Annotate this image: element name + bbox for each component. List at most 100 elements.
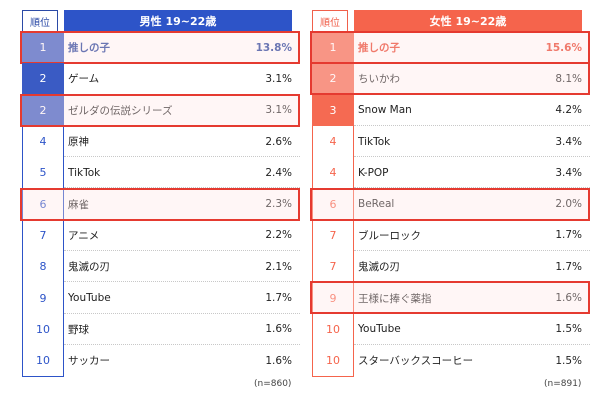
item-percentage: 2.1% bbox=[265, 260, 292, 273]
sample-size-note: (n=891) bbox=[544, 379, 582, 389]
row-divider bbox=[64, 250, 300, 252]
rank-number: 4 bbox=[329, 135, 337, 149]
table-row: 1 推しの子 13.8% bbox=[22, 32, 300, 64]
table-row: 10 野球 1.6% bbox=[22, 314, 300, 345]
table-row: 1 推しの子 15.6% bbox=[312, 32, 590, 64]
female-ranking-panel: 順位 女性 19~22歳 1 推しの子 15.6% 2 ちいかわ 8.1% 3 Snow Ma… bbox=[310, 10, 590, 390]
item-name: サッカー bbox=[68, 355, 110, 368]
sample-size-note: (n=860) bbox=[254, 379, 292, 389]
item-percentage: 2.2% bbox=[265, 229, 292, 242]
table-row: 10 スターバックスコーヒー 1.5% bbox=[312, 345, 590, 376]
rank-number: 10 bbox=[326, 322, 340, 336]
item-name: ブルーロック bbox=[358, 229, 421, 242]
rank-number: 10 bbox=[326, 354, 340, 368]
item-percentage: 1.7% bbox=[265, 292, 292, 305]
row-divider bbox=[354, 156, 590, 158]
item-percentage: 1.6% bbox=[555, 292, 582, 305]
row-divider bbox=[354, 124, 590, 126]
panel-title: 男性 19~22歳 bbox=[64, 10, 292, 32]
item-name: ゼルダの伝説シリーズ bbox=[68, 104, 173, 117]
item-percentage: 4.2% bbox=[555, 104, 582, 117]
item-percentage: 1.6% bbox=[265, 323, 292, 336]
item-percentage: 3.4% bbox=[555, 166, 582, 179]
table-row: 10 サッカー 1.6% bbox=[22, 345, 300, 376]
rank-number: 2 bbox=[312, 63, 354, 95]
item-percentage: 3.4% bbox=[555, 135, 582, 148]
item-name: 野球 bbox=[68, 323, 89, 336]
item-name: ゲーム bbox=[68, 73, 100, 86]
item-name: TikTok bbox=[68, 166, 101, 179]
row-divider bbox=[64, 343, 300, 345]
rank-number: 1 bbox=[312, 32, 354, 64]
item-name: アニメ bbox=[68, 229, 100, 242]
rank-number: 10 bbox=[36, 322, 50, 336]
item-name: TikTok bbox=[358, 135, 391, 148]
table-row: 2 ちいかわ 8.1% bbox=[312, 63, 590, 95]
item-name: YouTube bbox=[68, 292, 111, 305]
item-percentage: 2.0% bbox=[555, 198, 582, 211]
table-row: 7 アニメ 2.2% bbox=[22, 220, 300, 252]
rank-number: 4 bbox=[329, 166, 337, 180]
item-name: 鬼滅の刃 bbox=[358, 261, 400, 274]
table-row: 4 K-POP 3.4% bbox=[312, 157, 590, 189]
item-percentage: 13.8% bbox=[255, 41, 292, 54]
rank-number: 1 bbox=[22, 32, 64, 64]
item-name: 推しの子 bbox=[68, 42, 110, 55]
item-name: ちいかわ bbox=[358, 73, 400, 86]
rank-number: 7 bbox=[329, 228, 337, 242]
item-percentage: 1.5% bbox=[555, 354, 582, 367]
item-name: 原神 bbox=[68, 136, 89, 149]
table-row: 7 ブルーロック 1.7% bbox=[312, 220, 590, 252]
rank-number: 2 bbox=[22, 63, 64, 95]
rank-number: 8 bbox=[39, 260, 47, 274]
table-row: 2 ゲーム 3.1% bbox=[22, 63, 300, 95]
table-row: 9 王様に捧ぐ薬指 1.6% bbox=[312, 282, 590, 314]
item-percentage: 1.5% bbox=[555, 323, 582, 336]
row-divider bbox=[64, 156, 300, 158]
table-row: 5 TikTok 2.4% bbox=[22, 157, 300, 189]
item-name: 推しの子 bbox=[358, 42, 400, 55]
item-name: BeReal bbox=[358, 198, 395, 211]
item-percentage: 1.7% bbox=[555, 260, 582, 273]
rank-number: 6 bbox=[39, 197, 47, 211]
row-divider bbox=[64, 312, 300, 314]
rank-number: 10 bbox=[36, 354, 50, 368]
item-name: スターバックスコーヒー bbox=[358, 355, 474, 368]
item-name: K-POP bbox=[358, 166, 389, 179]
row-divider bbox=[354, 343, 590, 345]
item-percentage: 2.4% bbox=[265, 166, 292, 179]
item-name: 麻雀 bbox=[68, 198, 89, 211]
item-percentage: 2.3% bbox=[265, 198, 292, 211]
table-row: 4 原神 2.6% bbox=[22, 126, 300, 158]
table-row: 8 鬼滅の刃 2.1% bbox=[22, 251, 300, 283]
rank-number: 7 bbox=[329, 260, 337, 274]
item-name: 鬼滅の刃 bbox=[68, 261, 110, 274]
table-row: 9 YouTube 1.7% bbox=[22, 282, 300, 314]
row-divider bbox=[64, 281, 300, 283]
item-name: 王様に捧ぐ薬指 bbox=[358, 292, 432, 305]
rank-header: 順位 bbox=[312, 10, 348, 32]
rank-number: 5 bbox=[39, 166, 47, 180]
table-row: 4 TikTok 3.4% bbox=[312, 126, 590, 158]
item-percentage: 1.7% bbox=[555, 229, 582, 242]
rank-number: 7 bbox=[39, 228, 47, 242]
rank-number: 9 bbox=[329, 291, 337, 305]
rank-number: 4 bbox=[39, 135, 47, 149]
item-percentage: 3.1% bbox=[265, 72, 292, 85]
item-percentage: 15.6% bbox=[545, 41, 582, 54]
male-ranking-panel: 順位 男性 19~22歳 1 推しの子 13.8% 2 ゲーム 3.1% 2 ゼルダの伝説シリ… bbox=[20, 10, 300, 390]
table-row: 3 Snow Man 4.2% bbox=[312, 94, 590, 126]
rank-number: 3 bbox=[312, 94, 354, 126]
item-percentage: 3.1% bbox=[265, 104, 292, 117]
rank-number: 2 bbox=[22, 94, 64, 126]
item-name: Snow Man bbox=[358, 104, 412, 117]
table-row: 6 麻雀 2.3% bbox=[22, 189, 300, 220]
table-row: 6 BeReal 2.0% bbox=[312, 189, 590, 220]
rank-number: 6 bbox=[329, 197, 337, 211]
rank-header: 順位 bbox=[22, 10, 58, 32]
row-divider bbox=[354, 250, 590, 252]
panel-title: 女性 19~22歳 bbox=[354, 10, 582, 32]
item-percentage: 1.6% bbox=[265, 354, 292, 367]
table-row: 10 YouTube 1.5% bbox=[312, 314, 590, 345]
item-percentage: 2.6% bbox=[265, 135, 292, 148]
